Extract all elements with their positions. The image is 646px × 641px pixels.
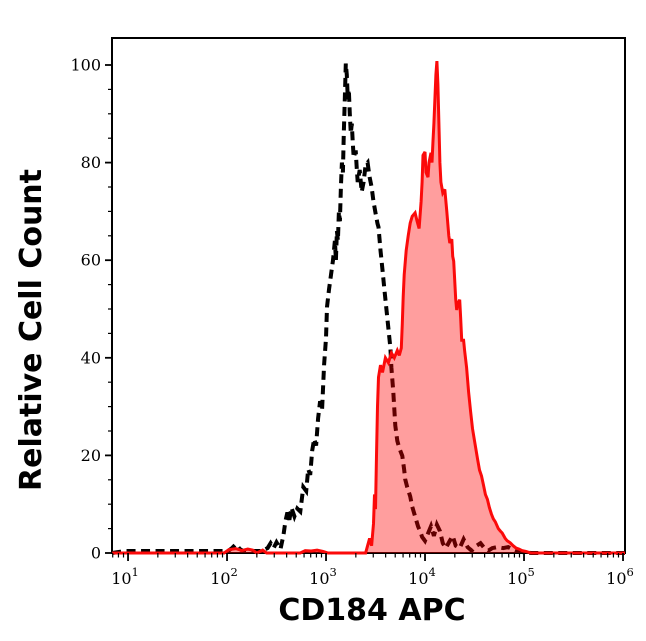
control-curve	[111, 63, 625, 555]
tick-labels-layer: 0 20 40 60 80 100 101 102 103 104 105 106	[70, 56, 633, 589]
x-tick-label: 106	[606, 565, 634, 588]
ticks-layer	[105, 64, 624, 561]
y-tick-label: 60	[81, 251, 101, 270]
plot-frame	[111, 37, 626, 554]
stained-curve-line	[112, 60, 625, 555]
x-tick-label: 103	[309, 565, 337, 588]
x-tick-label: 102	[210, 565, 238, 588]
curves-layer	[111, 60, 625, 555]
y-tick-label: 80	[81, 153, 101, 172]
x-axis-title: CD184 APC	[278, 593, 465, 628]
x-tick-label: 101	[111, 565, 139, 588]
y-axis-title: Relative Cell Count	[14, 169, 49, 491]
y-tick-label: 20	[81, 446, 101, 465]
y-tick-label: 40	[81, 348, 101, 367]
y-tick-label: 0	[91, 544, 101, 563]
x-tick-label: 105	[507, 565, 535, 588]
x-tick-label: 104	[408, 565, 436, 588]
y-tick-label: 100	[70, 56, 101, 75]
